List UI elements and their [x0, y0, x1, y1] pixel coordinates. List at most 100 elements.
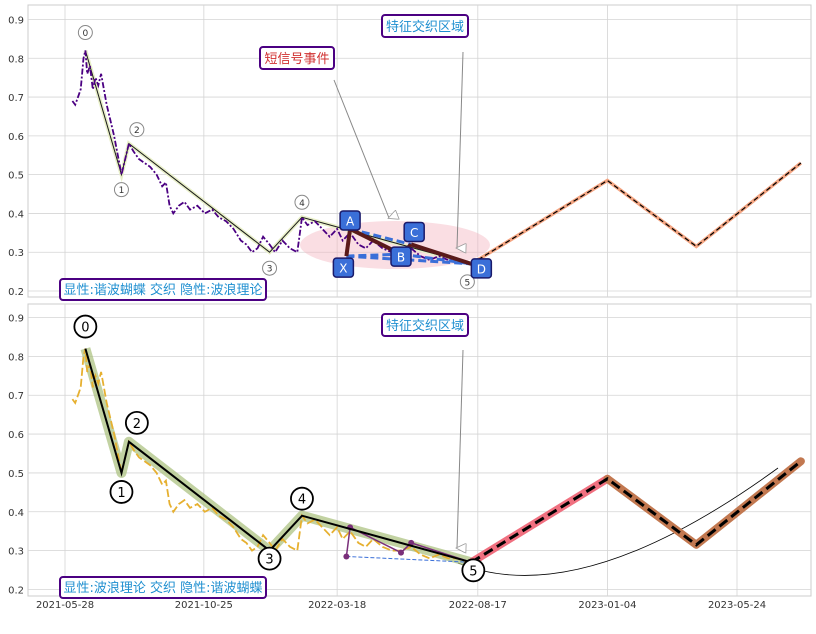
wave-label-circle — [262, 260, 278, 276]
bottom-x-axis: 2021-05-28 2021-10-25 2022-03-18 2022-08-17… — [36, 600, 766, 611]
harmonic-label-X: X — [332, 257, 355, 278]
projection-dash — [470, 460, 802, 564]
x-tick-label: 2022-03-18 — [308, 600, 366, 611]
harmonic-label-box — [332, 257, 355, 278]
top-projection — [470, 161, 802, 266]
bottom-wave-labels: 0 1 2 3 4 5 — [73, 314, 486, 583]
wave-label-3: 3 — [262, 260, 278, 276]
wave-label-text: 5 — [464, 278, 470, 288]
harmonic-label-box — [403, 221, 425, 243]
wave-label-circle — [294, 194, 310, 210]
wave-label-2: 2 — [124, 410, 149, 435]
wave-label-text: 2 — [134, 126, 140, 136]
wave-label-text: 0 — [81, 321, 89, 336]
bottom-panel: 0.20.30.40.50.60.70.80.9 2021-05-28 2021-… — [8, 303, 812, 611]
y-tick-label: 0.7 — [8, 391, 24, 402]
harmonic-ac — [349, 227, 412, 246]
wave-label-text: 0 — [82, 29, 88, 39]
bottom-y-axis: 0.2 0.3 0.4 0.5 0.6 0.7 0.8 0.9 — [8, 314, 24, 597]
y-tick-label: 0.5 — [8, 469, 24, 480]
harmonic-label-C: C — [403, 221, 425, 243]
wave-label-text: 5 — [469, 564, 477, 579]
price-line — [71, 348, 468, 564]
harmonic-base — [346, 555, 472, 563]
wave-line — [84, 50, 472, 265]
wave-label-text: 2 — [133, 417, 141, 432]
y-tick-label: 0.5 — [8, 171, 24, 182]
wave-label-circle — [461, 558, 486, 583]
wave-label-text: 4 — [299, 199, 305, 209]
y-tick-label: 0.2 — [8, 287, 24, 298]
wave-label-3: 3 — [257, 546, 282, 571]
harmonic-cd — [410, 242, 472, 266]
wave-label-circle — [459, 274, 475, 290]
top-wave-structure — [83, 49, 472, 266]
harmonic-label-text: B — [397, 251, 405, 265]
wave-label-circle — [113, 182, 129, 198]
short-signal-arrow — [333, 79, 389, 218]
bottom-panel-label: 显性:波浪理论 交织 隐性:谐波蝴蝶 — [59, 576, 267, 599]
short-signal-label: 短信号事件 — [259, 46, 335, 70]
wave-label-4: 4 — [290, 486, 314, 511]
y-tick-label: 0.2 — [8, 586, 24, 597]
y-tick-label: 0.9 — [8, 16, 24, 27]
wave-label-0: 0 — [73, 314, 98, 339]
short-signal-text: 短信号事件 — [264, 52, 329, 67]
harmonic-label-text: X — [339, 262, 347, 276]
projection-arc — [457, 467, 779, 576]
wave-line — [84, 348, 472, 564]
top-panel-label-text: 显性:谐波蝴蝶 交织 隐性:波浪理论 — [63, 282, 262, 298]
bottom-panel-label-text: 显性:波浪理论 交织 隐性:谐波蝴蝶 — [63, 580, 262, 596]
x-tick-label: 2021-10-25 — [175, 600, 233, 611]
y-tick-label: 0.3 — [8, 248, 24, 259]
wave-label-circle — [257, 546, 282, 571]
wave-label-4: 4 — [294, 194, 310, 210]
wave-label-circle — [109, 480, 134, 504]
top-harmonic-labels: X A BC D — [332, 210, 493, 279]
y-tick-label: 0.6 — [8, 132, 24, 143]
harmonic-point — [398, 549, 404, 556]
bottom-price-line — [71, 348, 468, 564]
y-tick-label: 0.6 — [8, 430, 24, 441]
bottom-projection — [467, 457, 805, 567]
y-tick-label: 0.7 — [8, 93, 24, 104]
wave-label-circle — [73, 314, 98, 339]
harmonic-xa — [344, 228, 353, 257]
harmonic-label-box — [390, 246, 412, 267]
wave-label-0: 0 — [77, 25, 93, 41]
wave-label-1: 1 — [113, 182, 129, 198]
wave-label-text: 1 — [119, 186, 125, 196]
top-wave-labels: 0 1 2 3 4 5 — [77, 25, 475, 290]
bottom-wave-structure — [84, 348, 472, 564]
harmonic-label-B: B — [390, 246, 412, 267]
wave-label-circle — [290, 486, 314, 511]
y-tick-label: 0.9 — [8, 314, 24, 325]
wave-label-text: 3 — [267, 265, 273, 275]
top-feature-zone-arrow — [457, 51, 463, 248]
wave-label-2: 2 — [129, 122, 145, 138]
projection-line — [470, 162, 802, 265]
wave-label-circle — [129, 122, 145, 138]
top-feature-zone-text: 特征交织区域 — [386, 19, 464, 35]
y-tick-label: 0.4 — [8, 209, 24, 220]
y-tick-label: 0.8 — [8, 352, 24, 363]
x-tick-label: 2021-05-28 — [36, 600, 94, 611]
harmonic-label-A: A — [339, 210, 361, 231]
harmonic-point — [343, 553, 350, 560]
harmonic-label-text: A — [346, 214, 355, 228]
top-feature-zone-label: 特征交织区域 — [381, 14, 469, 38]
y-tick-label: 0.3 — [8, 547, 24, 558]
top-panel-label: 显性:谐波蝴蝶 交织 隐性:波浪理论 — [59, 278, 267, 301]
harmonic-label-text: C — [410, 226, 418, 240]
x-tick-label: 2023-05-24 — [708, 600, 766, 611]
wave-label-5: 5 — [459, 274, 475, 290]
top-y-axis: 0.2 0.3 0.4 0.5 0.6 0.7 0.8 0.9 — [8, 16, 24, 299]
wave-label-circle — [124, 410, 149, 435]
top-panel: 0.2 0.3 0.4 0.5 0.6 0.7 0.8 0.9 0 1 2 3 4 5 X A BC D 特征… — [8, 4, 812, 301]
harmonic-label-box — [339, 210, 361, 231]
harmonic-xb — [346, 252, 402, 258]
harmonic-label-D: D — [470, 258, 493, 279]
bottom-feature-zone-label: 特征交织区域 — [381, 313, 469, 337]
